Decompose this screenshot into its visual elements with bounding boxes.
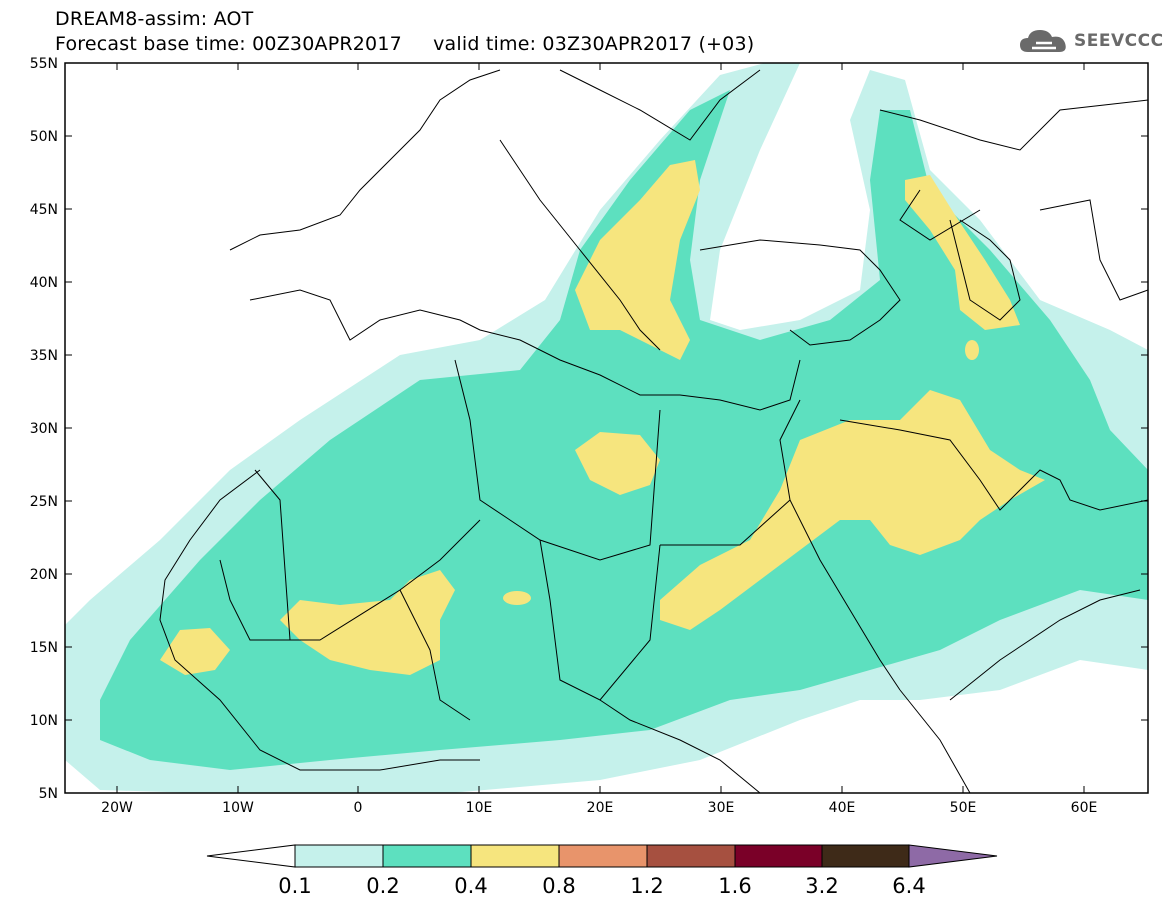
aot-contour-0.2 (100, 90, 1148, 770)
colorbar-label: 0.1 (278, 874, 311, 898)
lat-tick-label: 40N (30, 275, 58, 291)
lon-tick-label: 0 (354, 800, 363, 816)
aot-contour-0.4-libya (575, 432, 660, 495)
lat-tick-label: 30N (30, 421, 58, 437)
aot-contour-0.4-senegal (160, 628, 230, 675)
colorbar (206, 844, 998, 868)
lat-tick-label: 10N (30, 713, 58, 729)
lon-tick-label: 50E (950, 800, 977, 816)
aot-contour-0.4-arabia (660, 390, 1045, 630)
lat-tick-label: 50N (30, 129, 58, 145)
colorbar-segment (558, 844, 648, 868)
aot-contour-0.4-sahel (280, 570, 455, 675)
lon-tick-label: 40E (829, 800, 856, 816)
lat-tick-label: 45N (30, 202, 58, 218)
aot-contour-0.4-balkans (575, 160, 700, 360)
lon-tick-label: 60E (1071, 800, 1098, 816)
lat-tick-label: 20N (30, 567, 58, 583)
aot-contour-0.4-caspian (905, 175, 1020, 330)
aot-contour-0.4-spot (503, 591, 531, 605)
lat-tick-label: 35N (30, 348, 58, 364)
lat-tick-label: 25N (30, 494, 58, 510)
aot-contour-0.4-spot (965, 340, 979, 360)
lon-tick-label: 10W (222, 800, 254, 816)
colorbar-segment (821, 844, 910, 868)
logo-text: SEEVCCC (1074, 31, 1164, 51)
colorbar-labels: 0.1 0.2 0.4 0.8 1.2 1.6 3.2 6.4 (278, 874, 925, 898)
colorbar-segment (646, 844, 736, 868)
lat-tick-label: 5N (39, 786, 58, 802)
colorbar-label: 0.4 (454, 874, 487, 898)
lat-tick-label: 55N (30, 56, 58, 72)
colorbar-label: 3.2 (805, 874, 838, 898)
colorbar-label: 0.8 (542, 874, 575, 898)
map-title: DREAM8-assim: AOT (55, 8, 254, 30)
colorbar-segment (382, 844, 472, 868)
seevccc-logo: SEEVCCC (1018, 26, 1164, 56)
colorbar-label: 0.2 (366, 874, 399, 898)
lon-axis: 20W 10W 0 10E 20E 30E 40E 50E 60E (101, 63, 1097, 816)
cloud-logo-icon (1020, 30, 1066, 52)
colorbar-label: 1.2 (630, 874, 663, 898)
lon-tick-label: 20E (587, 800, 614, 816)
aot-field (65, 63, 1148, 793)
colorbar-segment (470, 844, 560, 868)
colorbar-low-arrow (206, 844, 296, 868)
lon-tick-label: 10E (466, 800, 493, 816)
lat-tick-label: 15N (30, 640, 58, 656)
colorbar-segment (294, 844, 384, 868)
colorbar-label: 6.4 (892, 874, 925, 898)
lon-tick-label: 30E (708, 800, 735, 816)
lat-axis: 55N 50N 45N 40N 35N 30N 25N 20N 15N 10N … (30, 56, 1148, 802)
colorbar-label: 1.6 (718, 874, 751, 898)
colorbar-segment (734, 844, 823, 868)
map-subtitle: Forecast base time: 00Z30APR2017 valid t… (55, 33, 755, 55)
colorbar-high-arrow (908, 844, 998, 868)
coastlines (159, 69, 1148, 793)
lon-tick-label: 20W (101, 800, 133, 816)
